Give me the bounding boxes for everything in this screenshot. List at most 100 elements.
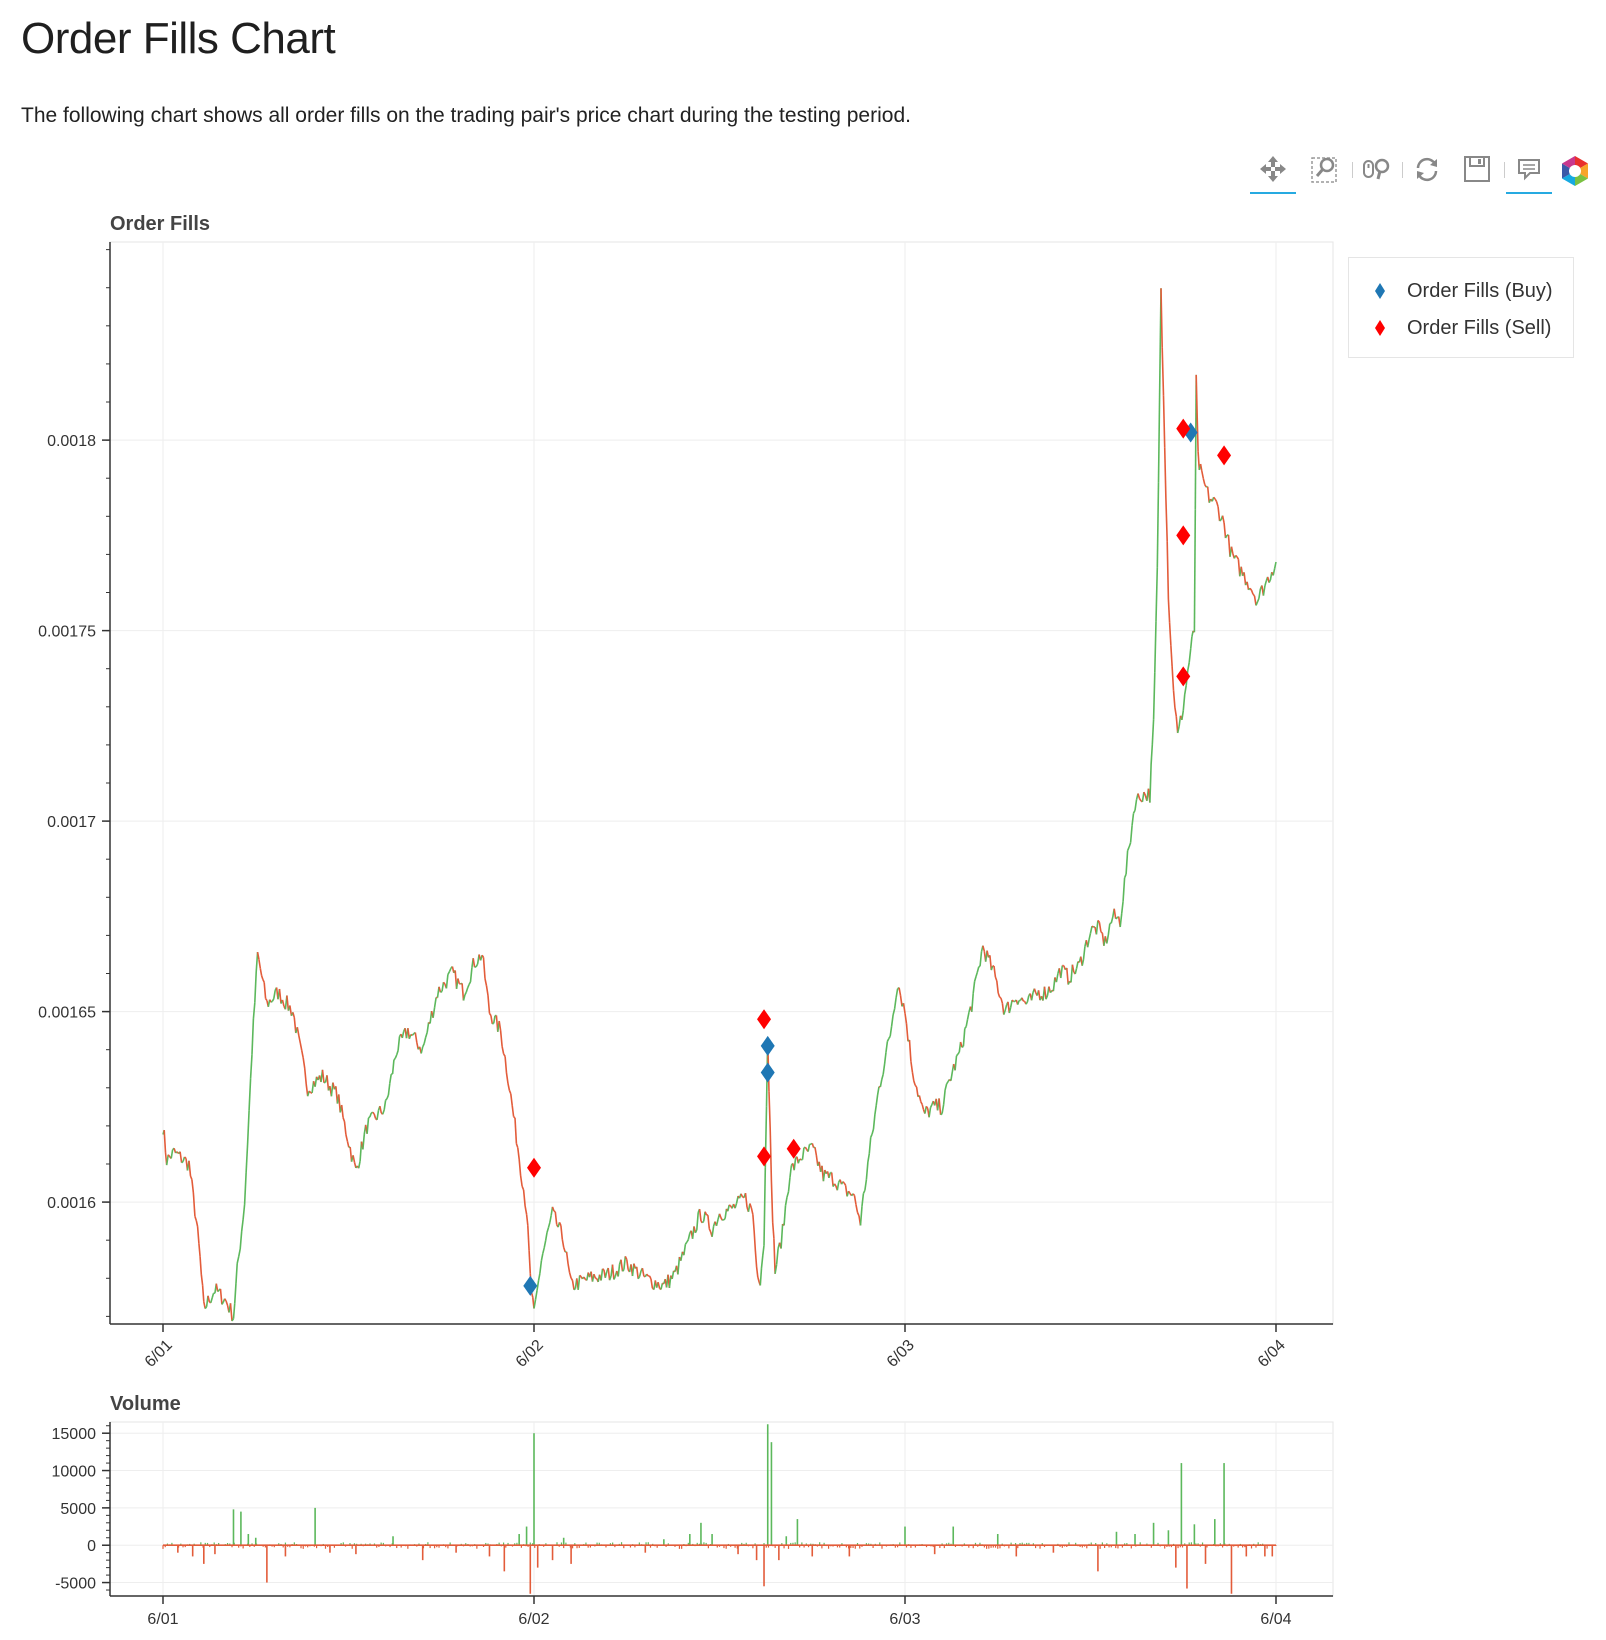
price-segment [221, 1301, 224, 1305]
price-segment [359, 1141, 363, 1162]
sell-fill-marker [786, 1138, 801, 1159]
price-segment [1074, 968, 1078, 975]
price-segment [924, 1106, 928, 1114]
price-segment [1026, 995, 1030, 1003]
bokeh-logo[interactable] [1558, 148, 1592, 192]
price-segment [976, 966, 980, 973]
buy-fill-marker [523, 1275, 538, 1296]
hover-tool[interactable] [1506, 148, 1552, 194]
price-segment [183, 1156, 187, 1159]
price-segment [243, 1172, 247, 1205]
price-segment [696, 1212, 699, 1230]
price-segment [547, 1222, 551, 1229]
price-segment [484, 978, 488, 986]
price-segment [773, 1238, 776, 1274]
price-segment [1240, 566, 1244, 576]
price-segment [1088, 933, 1092, 940]
order-fills-chart[interactable]: Order Fills 0.00160.001650.00170.001750.… [38, 213, 1334, 1371]
price-segment [886, 1038, 890, 1042]
save-tool[interactable] [1454, 148, 1500, 192]
price-segment [1132, 810, 1136, 814]
pan-tool[interactable] [1250, 148, 1296, 194]
price-segment [301, 1050, 304, 1059]
price-segment [744, 1193, 748, 1208]
price-segment [468, 981, 472, 985]
legend-item-buy[interactable]: Order Fills (Buy) [1369, 276, 1553, 306]
price-segment [203, 1301, 206, 1309]
box-zoom-tool[interactable] [1302, 148, 1348, 192]
price-segment [876, 1086, 880, 1096]
price-segment [567, 1263, 571, 1273]
price-segment [504, 1056, 508, 1073]
legend-item-sell[interactable]: Order Fills (Sell) [1369, 313, 1551, 343]
legend-label-sell: Order Fills (Sell) [1407, 316, 1552, 339]
price-segment [381, 1109, 385, 1115]
price-segment [391, 1060, 395, 1074]
price-segment [1071, 964, 1075, 973]
price-segment [1055, 973, 1059, 983]
price-segment [793, 1157, 797, 1171]
price-segment [973, 976, 977, 982]
price-segment [1025, 1001, 1029, 1005]
reset-tool[interactable] [1404, 148, 1450, 192]
x-tick-label: 6/04 [1260, 1611, 1291, 1628]
price-segment [836, 1182, 840, 1191]
price-segment [803, 1146, 806, 1149]
price-segment [637, 1276, 641, 1280]
price-segment [1157, 379, 1161, 483]
price-segment [1255, 601, 1259, 606]
price-segment [551, 1206, 555, 1212]
price-segment [1176, 726, 1180, 734]
price-segment [1150, 744, 1154, 765]
price-segment [1052, 977, 1056, 992]
price-segment [1165, 498, 1168, 542]
price-segment [1138, 798, 1142, 802]
price-segment [1262, 585, 1266, 596]
price-segment [308, 1090, 312, 1094]
price-segment [720, 1217, 723, 1221]
price-segment [389, 1074, 392, 1084]
price-segment [1123, 873, 1127, 879]
price-segment [740, 1193, 744, 1198]
price-segment [869, 1133, 873, 1138]
price-segment [215, 1283, 219, 1292]
price-segment [1174, 707, 1178, 717]
price-segment [235, 1263, 238, 1284]
price-segment [783, 1205, 787, 1226]
price-segment [881, 1074, 884, 1080]
volume-chart-title: Volume [110, 1393, 181, 1415]
price-segment [799, 1158, 802, 1161]
price-segment [928, 1107, 932, 1118]
price-segment [787, 1177, 791, 1192]
price-segment [882, 1063, 886, 1075]
price-segment [702, 1211, 706, 1222]
price-segment [524, 1205, 528, 1215]
price-segment [346, 1141, 350, 1148]
price-segment [925, 1105, 929, 1109]
price-segment [1182, 694, 1186, 711]
price-segment [1016, 1000, 1020, 1005]
price-segment [660, 1283, 664, 1290]
price-segment [338, 1094, 341, 1113]
price-segment [1162, 395, 1166, 448]
price-segment [1235, 554, 1238, 558]
price-segment [1045, 995, 1049, 1000]
wheel-zoom-tool[interactable] [1354, 148, 1400, 192]
price-segment [465, 987, 469, 993]
price-segment [993, 965, 997, 978]
price-segment [775, 1248, 779, 1265]
price-segment [1001, 1003, 1005, 1015]
price-segment [1100, 931, 1103, 934]
price-segment [715, 1219, 719, 1226]
price-segment [770, 1180, 774, 1223]
price-segment [237, 1248, 241, 1257]
price-segment [259, 968, 263, 976]
x-tick-label: 6/04 [1255, 1337, 1289, 1371]
volume-chart[interactable]: Volume -5000 0 5000 10000 15000 6/01 6/02 6/03… [52, 1393, 1334, 1628]
price-segment [568, 1272, 572, 1279]
price-segment [648, 1275, 652, 1280]
price-segment [165, 1154, 169, 1166]
price-segment [890, 1014, 894, 1027]
price-segment [1107, 923, 1111, 936]
price-segment [893, 997, 897, 1010]
